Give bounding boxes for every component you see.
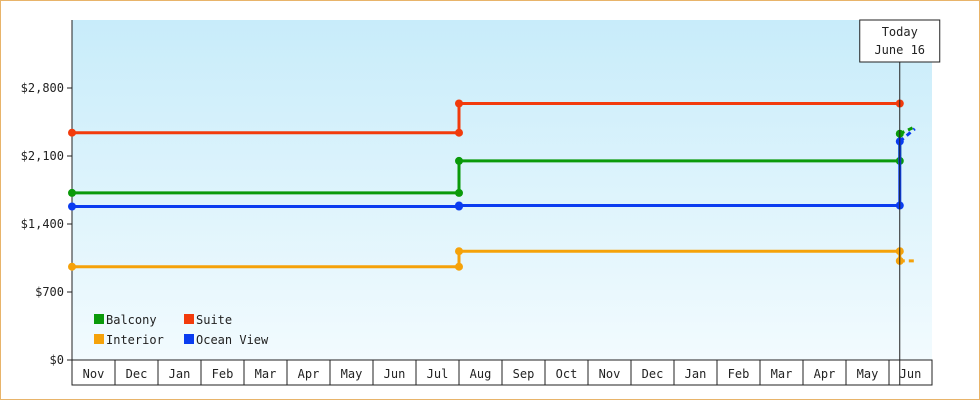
plot-background	[72, 20, 932, 360]
legend-swatch	[184, 314, 194, 324]
data-point	[455, 188, 463, 197]
data-point	[455, 99, 463, 108]
data-point	[68, 262, 76, 271]
month-label: May	[341, 367, 363, 381]
data-point	[455, 128, 463, 137]
month-label: Dec	[126, 367, 148, 381]
month-label: Oct	[556, 367, 578, 381]
legend-label: Suite	[196, 313, 232, 327]
month-label: Aug	[470, 367, 492, 381]
month-label: Apr	[298, 367, 320, 381]
legend-label: Ocean View	[196, 333, 269, 347]
data-point	[455, 247, 463, 256]
legend: Balcony Suite Interior Ocean View	[94, 313, 269, 347]
month-label: Mar	[255, 367, 277, 381]
y-tick-label: $1,400	[21, 217, 64, 231]
legend-label: Interior	[106, 333, 164, 347]
today-date-label: June 16	[874, 43, 925, 57]
today-label: Today	[882, 25, 918, 39]
data-point	[455, 262, 463, 271]
y-axis: $0 $700 $1,400 $2,100 $2,800	[21, 20, 73, 367]
data-point	[68, 188, 76, 197]
today-marker: Today June 16	[859, 19, 941, 385]
month-label: Jul	[427, 367, 449, 381]
month-label: Jan	[685, 367, 707, 381]
legend-swatch	[94, 334, 104, 344]
data-point	[68, 128, 76, 137]
month-label: Nov	[599, 367, 621, 381]
month-label: Mar	[771, 367, 793, 381]
month-label: May	[857, 367, 879, 381]
legend-swatch	[184, 334, 194, 344]
x-axis: Nov Dec Jan Feb Mar Apr May Jun Jul Aug Sep Oct Nov D…	[71, 359, 933, 386]
month-label: Jun	[900, 367, 922, 381]
month-label: Feb	[212, 367, 234, 381]
month-label: Feb	[728, 367, 750, 381]
legend-label: Balcony	[106, 313, 157, 327]
today-box	[859, 19, 941, 63]
month-label: Dec	[642, 367, 664, 381]
data-point	[455, 201, 463, 210]
month-label: Apr	[814, 367, 836, 381]
legend-swatch	[94, 314, 104, 324]
data-point	[455, 156, 463, 165]
month-label: Nov	[83, 367, 105, 381]
series-line-suite	[72, 102, 900, 135]
data-point	[68, 202, 76, 211]
month-label: Jan	[169, 367, 191, 381]
y-tick-label: $2,800	[21, 81, 64, 95]
month-label: Sep	[513, 367, 535, 381]
y-tick-label: $0	[50, 353, 64, 367]
y-tick-label: $700	[35, 285, 64, 299]
y-tick-label: $2,100	[21, 149, 64, 163]
month-label: Jun	[384, 367, 406, 381]
